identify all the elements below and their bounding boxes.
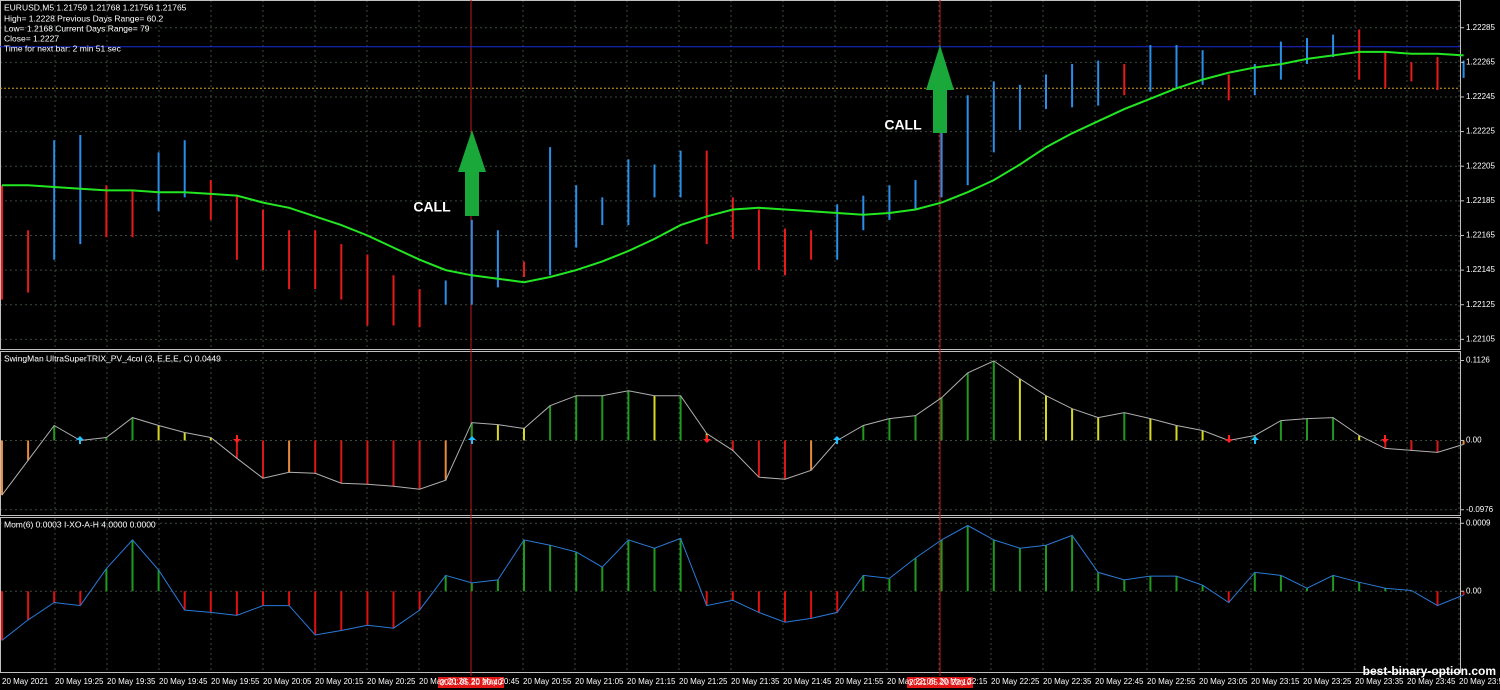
- y-tick-label: -0.0976: [1466, 505, 1494, 514]
- trix-line: [1, 360, 1464, 496]
- time-label: 20 May 21:55: [835, 677, 884, 686]
- indicator-title: SwingMan UltraSuperTRIX_PV_4col (3, E,E,…: [4, 353, 221, 363]
- y-tick-label: 1.22205: [1466, 161, 1495, 170]
- annotation: CALL: [884, 117, 922, 133]
- y-tick-label: 0.1126: [1466, 356, 1490, 365]
- symbol-info: EURUSD,M5 1.21759 1.21768 1.21756 1.2176…: [4, 2, 187, 12]
- time-label: 20 May 23:05: [1199, 677, 1248, 686]
- time-label: 20 May 23:45: [1407, 677, 1456, 686]
- time-label: 20 May 20:25: [367, 677, 416, 686]
- time-label: 20 May 22:45: [1095, 677, 1144, 686]
- annotation: CALL: [413, 199, 451, 215]
- up-signal: [76, 436, 84, 444]
- time-label: 20 May 20:45: [471, 677, 520, 686]
- time-label: 20 May 19:45: [159, 677, 208, 686]
- time-label: 20 May 20:15: [315, 677, 364, 686]
- y-tick-label: 1.22185: [1466, 196, 1495, 205]
- time-label: 20 May 21:35: [731, 677, 780, 686]
- down-signal: [1381, 435, 1389, 443]
- call-arrow: [926, 45, 954, 133]
- indicator-title: Mom(6) 0.0003 I-XO-A-H 4.0000 0.0000: [4, 519, 156, 529]
- y-tick-label: 1.22245: [1466, 92, 1495, 101]
- call-arrow: [458, 130, 486, 216]
- y-tick-label: 1.22225: [1466, 127, 1495, 136]
- time-label: 20 May 23:55: [1459, 677, 1500, 686]
- price-panel: [0, 0, 1461, 350]
- mom-line: [1, 524, 1464, 641]
- time-label: 20 May 19:25: [55, 677, 104, 686]
- time-label: 20 May 20:35: [419, 677, 468, 686]
- y-tick-label: 1.22145: [1466, 265, 1495, 274]
- time-label: 20 May 20:55: [523, 677, 572, 686]
- time-label: 20 May 21:25: [679, 677, 728, 686]
- info-line: Close= 1.2227: [4, 33, 59, 43]
- y-tick-label: 1.22265: [1466, 57, 1495, 66]
- y-tick-label: 1.22105: [1466, 334, 1495, 343]
- time-label: 20 May 2021: [2, 677, 49, 686]
- info-line: High= 1.2228 Previous Days Range= 60.2: [4, 13, 164, 23]
- marks: [0, 29, 1465, 641]
- time-label: 20 May 23:15: [1251, 677, 1300, 686]
- time-label: 20 May 20:05: [263, 677, 312, 686]
- ma-line: [2, 50, 1464, 284]
- watermark: best-binary-option.com: [1363, 664, 1496, 678]
- up-signal: [468, 436, 476, 444]
- cursor-label-box: [438, 677, 504, 688]
- cursor-label-box: [907, 677, 973, 688]
- time-label: 20 May 22:35: [1043, 677, 1092, 686]
- y-tick-label: 1.22165: [1466, 231, 1495, 240]
- y-tick-label: 1.22285: [1466, 23, 1495, 32]
- trix-panel: [0, 351, 1461, 516]
- down-signal: [703, 435, 711, 443]
- signal-arrows: [76, 435, 1389, 444]
- time-label: 20 May 21:15: [627, 677, 676, 686]
- time-label: 20 May 23:35: [1355, 677, 1404, 686]
- time-label: 20 May 22:55: [1147, 677, 1196, 686]
- up-signal: [1251, 436, 1259, 444]
- up-signal: [833, 436, 841, 444]
- time-label: 20 May 22:25: [991, 677, 1040, 686]
- time-label: 20 May 21:05: [575, 677, 624, 686]
- mom-panel: [0, 517, 1461, 673]
- time-label: 20 May 19:35: [107, 677, 156, 686]
- info-line: Low= 1.2168 Current Days Range= 79: [4, 23, 150, 33]
- y-tick-label: 0.00: [1466, 586, 1482, 595]
- down-signal: [1225, 435, 1233, 443]
- time-label: 20 May 21:45: [783, 677, 832, 686]
- cursor-label: 2021.05.20 20:40: [440, 678, 503, 687]
- info-line: Time for next bar: 2 min 51 sec: [4, 43, 122, 53]
- y-tick-label: 1.22125: [1466, 300, 1495, 309]
- time-label: 20 May 22:15: [939, 677, 988, 686]
- y-tick-label: 0.00: [1466, 436, 1482, 445]
- time-label: 20 May 19:55: [211, 677, 260, 686]
- down-signal: [233, 435, 241, 443]
- y-tick-label: 0.0009: [1466, 518, 1491, 527]
- cursor-label: 2021.05.20 22:10: [909, 678, 972, 687]
- time-label: 20 May 23:25: [1303, 677, 1352, 686]
- time-label: 20 May 22:05: [887, 677, 936, 686]
